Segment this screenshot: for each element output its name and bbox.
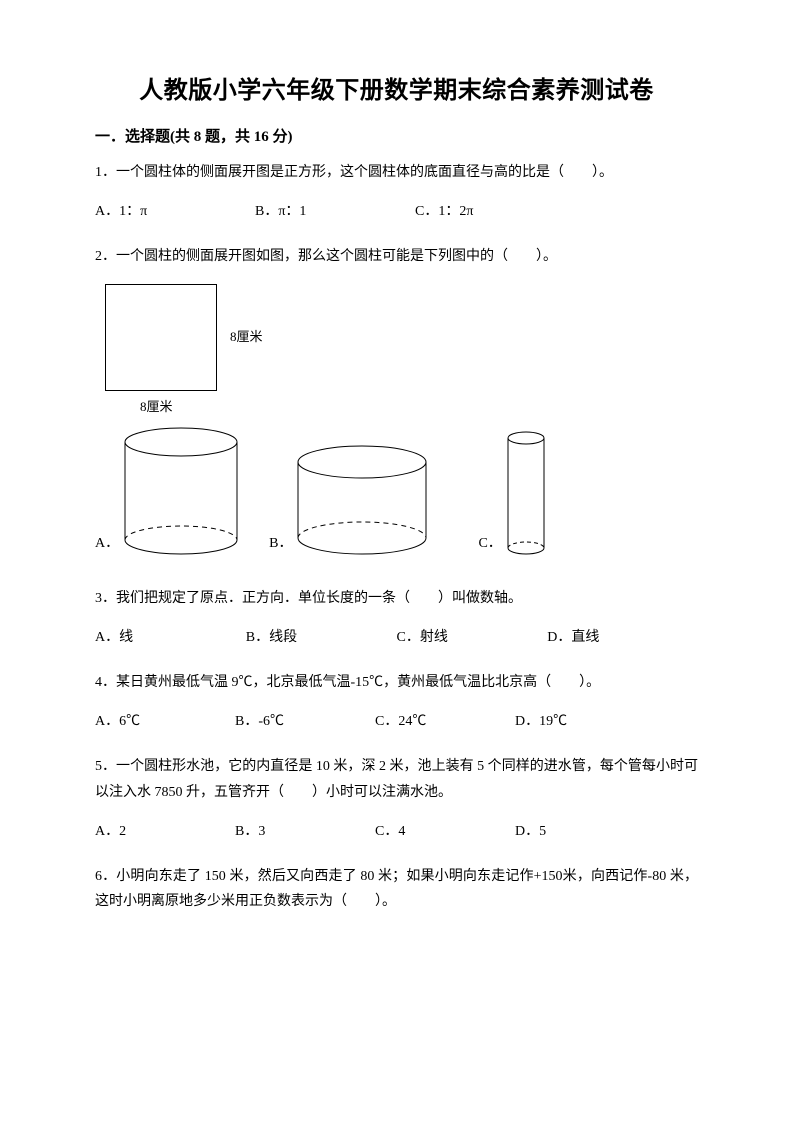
- q2-square-figure: 8厘米 8厘米: [95, 284, 345, 391]
- q4-option-d: D．19℃: [515, 709, 655, 734]
- q3-option-a: A．线: [95, 625, 246, 650]
- q4-text: 4．某日黄州最低气温 9℃，北京最低气温-15℃，黄州最低气温比北京高（ ）。: [95, 670, 698, 695]
- q1-option-a: A．1：π: [95, 199, 255, 224]
- cylinder-b-icon: [296, 444, 428, 556]
- q1-option-c: C．1：2π: [415, 199, 575, 224]
- q5-option-c: C．4: [375, 819, 515, 844]
- q4-option-b: B．-6℃: [235, 709, 375, 734]
- square-label-bottom: 8厘米: [140, 396, 173, 415]
- page-root: 人教版小学六年级下册数学期末综合素养测试卷 一．选择题(共 8 题，共 16 分…: [0, 0, 793, 1122]
- q3-option-b: B．线段: [246, 625, 397, 650]
- cylinder-c-icon: [506, 430, 546, 556]
- q5-options: A．2 B．3 C．4 D．5: [95, 819, 698, 844]
- q5-option-b: B．3: [235, 819, 375, 844]
- q5-option-a: A．2: [95, 819, 235, 844]
- cylinder-options-row: A． B． C．: [95, 426, 698, 556]
- q3-option-c: C．射线: [397, 625, 548, 650]
- q3-option-d: D．直线: [547, 625, 698, 650]
- q4-option-a: A．6℃: [95, 709, 235, 734]
- q5-option-d: D．5: [515, 819, 655, 844]
- q6-text: 6．小明向东走了 150 米，然后又向西走了 80 米；如果小明向东走记作+15…: [95, 864, 698, 914]
- q5-text: 5．一个圆柱形水池，它的内直径是 10 米，深 2 米，池上装有 5 个同样的进…: [95, 754, 698, 804]
- q2-option-a-cell: A．: [95, 426, 239, 556]
- cylinder-a-icon: [123, 426, 239, 556]
- q3-text: 3．我们把规定了原点．正方向．单位长度的一条（ ）叫做数轴。: [95, 586, 698, 611]
- q3-options: A．线 B．线段 C．射线 D．直线: [95, 625, 698, 650]
- q2-option-b-label: B．: [269, 532, 296, 556]
- q2-option-b-cell: B．: [269, 444, 428, 556]
- q1-text: 1．一个圆柱体的侧面展开图是正方形，这个圆柱体的底面直径与高的比是（ ）。: [95, 160, 698, 185]
- q1-option-b: B．π：1: [255, 199, 415, 224]
- q2-option-c-label: C．: [478, 532, 505, 556]
- q2-option-a-label: A．: [95, 532, 123, 556]
- section-header: 一．选择题(共 8 题，共 16 分): [95, 125, 698, 146]
- page-title: 人教版小学六年级下册数学期末综合素养测试卷: [95, 70, 698, 105]
- square-label-right: 8厘米: [230, 326, 263, 345]
- q2-text: 2．一个圆柱的侧面展开图如图，那么这个圆柱可能是下列图中的（ ）。: [95, 244, 698, 269]
- q4-option-c: C．24℃: [375, 709, 515, 734]
- q4-options: A．6℃ B．-6℃ C．24℃ D．19℃: [95, 709, 698, 734]
- q1-options: A．1：π B．π：1 C．1：2π: [95, 199, 698, 224]
- square-shape: [105, 284, 217, 391]
- q2-option-c-cell: C．: [478, 430, 545, 556]
